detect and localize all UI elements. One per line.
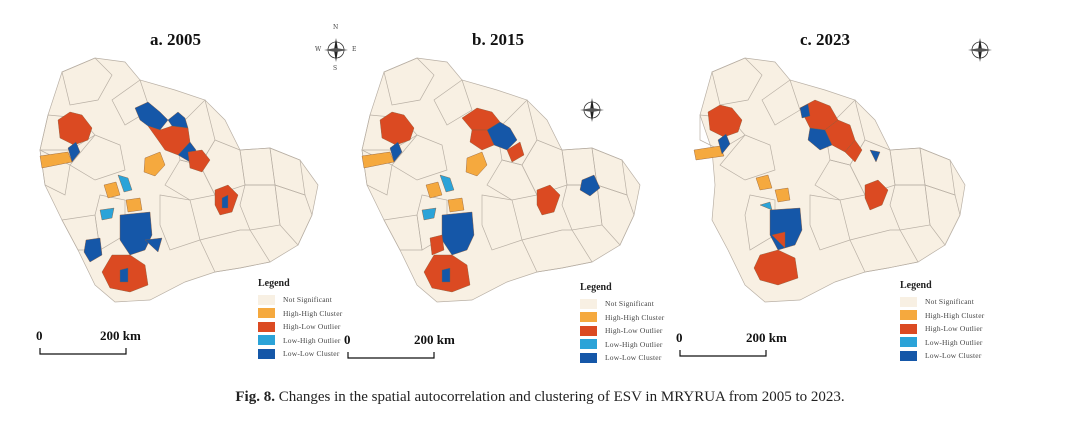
scale-end: 200 km [414,332,455,347]
region-map [347,57,641,359]
lisa-clusters [361,107,601,293]
compass-e: E [352,46,357,53]
scale-start: 0 [36,328,43,343]
compass-rose: N S W E [315,24,357,72]
legend-item: High-High Cluster [258,307,342,320]
legend-item: High-Low Outlier [580,324,664,337]
lisa-clusters [39,101,239,293]
legend-item: High-High Cluster [580,311,664,324]
legend-item: High-Low Outlier [258,320,342,333]
compass-n: N [333,24,339,31]
panel-title: c. 2023 [800,30,851,49]
scale-bar [347,352,435,359]
panel-2005: a. 2005 [0,0,356,370]
compass-rose [960,28,1000,72]
legend-item: Not Significant [580,297,664,310]
scale-end: 200 km [746,330,787,345]
legend-item: High-Low Outlier [900,322,984,335]
legend: Legend Not Significant High-High Cluster… [900,280,984,363]
legend-item: Low-Low Cluster [258,347,342,360]
legend: Legend Not Significant High-High Cluster… [580,282,664,365]
scale-bar [679,350,767,357]
scale-start: 0 [344,332,351,347]
legend-title: Legend [580,282,612,293]
map-base [39,57,319,303]
legend-title: Legend [900,280,932,291]
compass-w: W [315,46,322,53]
figure-caption: Fig. 8. Changes in the spatial autocorre… [0,389,1080,406]
legend: Legend Not Significant High-High Cluster… [258,278,342,361]
legend-item: Not Significant [258,293,342,306]
legend-item: Low-High Outlier [900,336,984,349]
caption-text: Changes in the spatial autocorrelation a… [278,389,845,405]
panel-2015: b. 2015 [322,0,667,370]
map-base [699,57,966,303]
region-map [679,57,966,357]
legend-item: Low-Low Cluster [900,349,984,362]
scale-bar [39,348,127,355]
scale-end: 200 km [100,328,141,343]
compass-s: S [333,65,338,72]
panel-title: b. 2015 [472,30,524,49]
legend-title: Legend [258,278,290,289]
compass-rose [572,88,612,132]
panel-2023: c. 2023 [660,0,1005,370]
caption-label: Fig. 8. [235,389,275,405]
legend-item: Low-High Outlier [258,334,342,347]
legend-item: High-High Cluster [900,309,984,322]
legend-item: Low-High Outlier [580,338,664,351]
region-map [39,57,319,355]
scale-start: 0 [676,330,683,345]
lisa-clusters [693,99,889,286]
panel-title: a. 2005 [150,30,201,49]
legend-item: Not Significant [900,295,984,308]
legend-item: Low-Low Cluster [580,351,664,364]
